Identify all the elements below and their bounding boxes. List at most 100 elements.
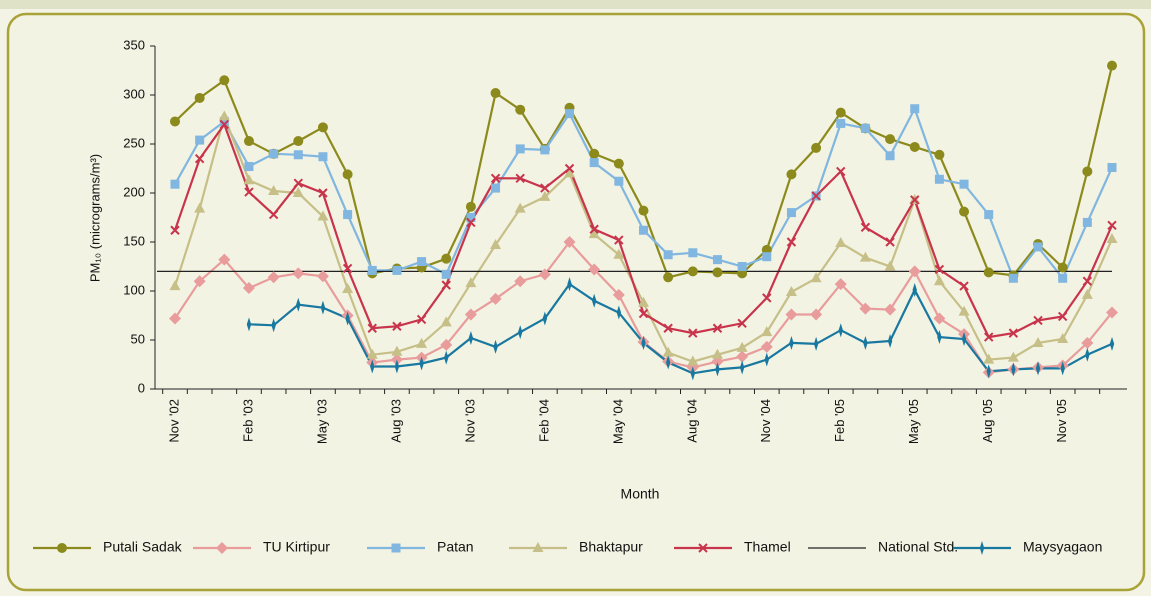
point: [663, 272, 674, 283]
point: [687, 266, 698, 277]
point: [416, 337, 428, 348]
point: [789, 335, 794, 350]
point: [737, 262, 747, 271]
point: [515, 104, 526, 115]
point: [762, 293, 772, 303]
x-tick-label: May '05: [906, 399, 921, 444]
point: [1033, 315, 1043, 326]
point: [638, 308, 649, 319]
y-tick-label: 150: [123, 233, 145, 248]
point: [712, 323, 723, 333]
point: [391, 543, 401, 553]
legend-label: Putali Sadak: [103, 539, 183, 555]
point: [514, 202, 526, 213]
y-axis-label: PM₁₀ (micrograms/m³): [87, 154, 102, 282]
point: [465, 277, 477, 288]
point: [1085, 347, 1090, 362]
point: [219, 75, 230, 86]
point: [246, 317, 252, 332]
point: [243, 136, 254, 147]
legend-label: National Std.: [878, 539, 958, 555]
point: [392, 265, 402, 275]
point: [218, 253, 231, 266]
point: [293, 150, 303, 160]
x-tick-label: Aug '04: [684, 399, 699, 443]
point: [1007, 351, 1019, 362]
point: [219, 116, 229, 126]
point: [468, 331, 474, 346]
point: [343, 210, 353, 220]
point: [984, 332, 994, 342]
point: [736, 350, 749, 363]
point: [441, 269, 451, 279]
point: [195, 135, 205, 145]
point: [1008, 328, 1019, 338]
point: [440, 338, 453, 351]
point: [268, 209, 279, 220]
point: [885, 134, 896, 145]
point: [762, 252, 772, 262]
point: [860, 222, 871, 233]
point: [739, 360, 745, 375]
point: [170, 116, 180, 127]
point: [986, 364, 991, 379]
point: [169, 280, 181, 291]
point: [834, 278, 847, 291]
frame: [6, 12, 1146, 592]
point: [540, 183, 550, 193]
point: [910, 104, 920, 114]
legend-label: TU Kirtipur: [263, 539, 330, 555]
point: [836, 118, 846, 128]
point: [785, 285, 797, 296]
point: [959, 179, 969, 189]
point: [539, 190, 551, 201]
x-tick-label: Nov '03: [462, 399, 477, 443]
legend-item: Maysyagaon: [953, 539, 1102, 555]
point: [490, 238, 502, 249]
point: [712, 267, 723, 278]
y-tick-label: 300: [123, 86, 145, 101]
point: [518, 325, 523, 340]
point: [961, 332, 967, 347]
point: [563, 236, 576, 248]
x-tick-label: May '04: [610, 399, 625, 444]
point: [268, 185, 280, 196]
point: [885, 151, 895, 161]
y-tick-label: 350: [123, 37, 145, 52]
legend-label: Patan: [437, 539, 474, 555]
point: [711, 348, 723, 359]
point: [441, 280, 451, 290]
point: [416, 314, 427, 325]
point: [1057, 333, 1069, 344]
point: [293, 178, 303, 188]
point: [271, 318, 276, 333]
point: [493, 339, 498, 354]
point: [267, 271, 280, 284]
point: [342, 283, 354, 294]
point: [316, 270, 329, 283]
point: [698, 543, 708, 553]
y-tick-label: 0: [138, 380, 145, 395]
point: [639, 225, 648, 235]
y-tick-label: 100: [123, 282, 145, 297]
legend-label: Maysyagaon: [1023, 539, 1102, 555]
point: [884, 260, 896, 271]
point: [345, 311, 350, 326]
point: [366, 348, 378, 359]
point: [242, 282, 255, 295]
point: [616, 305, 622, 320]
point: [296, 297, 301, 312]
point: [760, 340, 773, 353]
series-line: [248, 282, 1113, 375]
point: [490, 173, 501, 184]
point: [811, 191, 821, 201]
point: [170, 225, 180, 235]
point: [564, 167, 576, 178]
point: [934, 264, 945, 275]
point: [216, 542, 228, 554]
point: [589, 224, 599, 234]
x-tick-label: May '03: [314, 399, 329, 444]
point: [641, 335, 646, 350]
point: [811, 142, 822, 153]
